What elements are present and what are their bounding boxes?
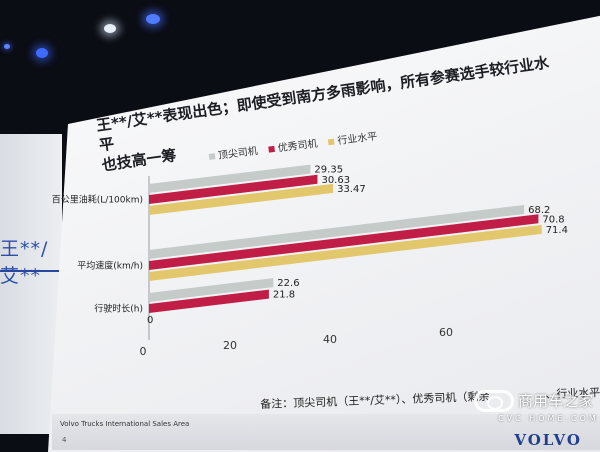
- side-screen: 王**/艾**: [0, 134, 62, 434]
- bar-duration-excellent: [149, 289, 269, 313]
- bar-fuel-industry: [149, 183, 334, 215]
- data-label-speed-top: 68.2: [528, 205, 550, 216]
- category-label-fuel: 百公里油耗(L/100km): [52, 194, 143, 206]
- x-tick-label: 40: [323, 333, 337, 346]
- data-label-duration-industry: 0: [147, 315, 153, 326]
- volvo-logo: VOLVO: [514, 431, 582, 449]
- bar-speed-top: [149, 204, 525, 259]
- ceiling-light: [146, 14, 160, 24]
- x-tick-label: 0: [140, 345, 147, 358]
- x-tick-label: 60: [439, 326, 453, 339]
- data-label-speed-industry: 71.4: [546, 225, 568, 236]
- category-label-duration: 行驶时长(h): [94, 303, 143, 315]
- bar-speed-excellent: [149, 214, 539, 270]
- ceiling-light: [4, 44, 10, 49]
- ceiling-light: [104, 24, 116, 33]
- bar-fuel-top: [149, 164, 311, 193]
- page-number: 4: [62, 436, 67, 444]
- category-label-speed: 平均速度(km/h): [77, 260, 143, 272]
- watermark-logo-icon: [474, 390, 514, 412]
- watermark-text: 商用车之家: [518, 392, 594, 410]
- slide-footer: Volvo Trucks International Sales Area 4 …: [52, 414, 600, 450]
- bar-fuel-excellent: [149, 174, 318, 204]
- side-screen-divider: [0, 270, 62, 272]
- bar-speed-industry: [149, 224, 542, 281]
- data-label-fuel-industry: 33.47: [337, 184, 366, 195]
- data-label-fuel-excellent: 30.63: [321, 175, 350, 186]
- x-tick-label: 20: [223, 339, 237, 352]
- watermark-url: CVC HOME.COM: [498, 414, 599, 423]
- bar-duration-top: [149, 278, 274, 302]
- data-label-speed-excellent: 70.8: [542, 214, 564, 225]
- footer-org: Volvo Trucks International Sales Area: [60, 420, 190, 428]
- data-label-duration-excellent: 21.8: [273, 290, 295, 301]
- data-label-fuel-top: 29.35: [314, 165, 343, 176]
- watermark: 商用车之家 CVC HOME.COM: [474, 386, 598, 430]
- ceiling-light: [36, 48, 48, 58]
- data-label-duration-top: 22.6: [277, 278, 299, 289]
